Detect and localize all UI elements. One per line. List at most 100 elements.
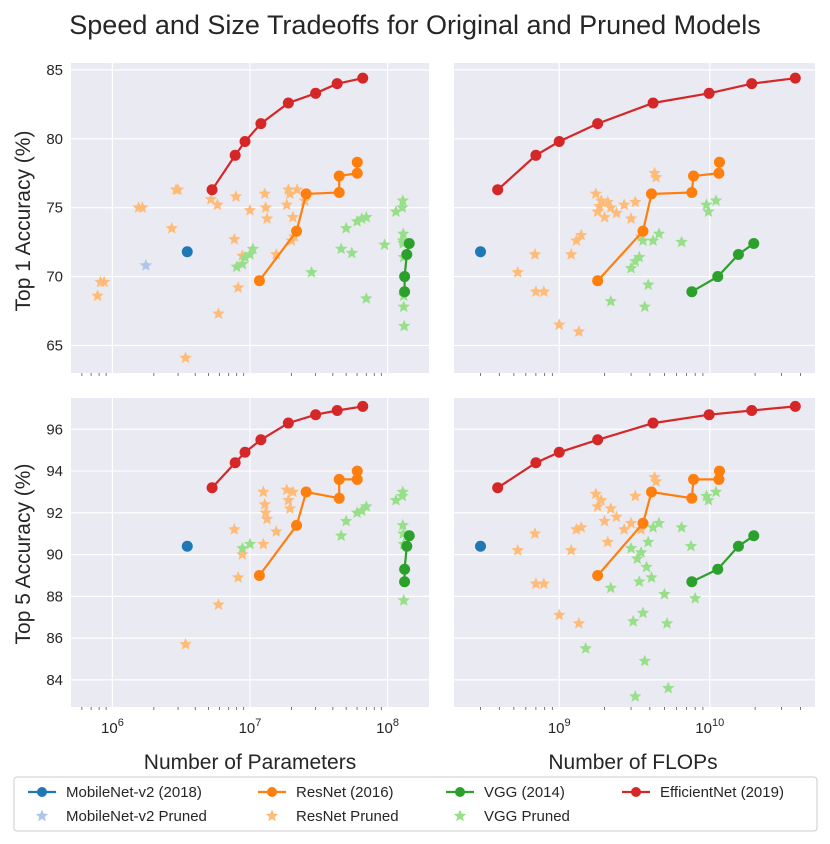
pruned-star-marker bbox=[259, 201, 272, 213]
pruned-star-marker bbox=[360, 210, 373, 223]
pruned-star-marker bbox=[246, 242, 260, 255]
series-dot-marker bbox=[229, 457, 241, 469]
series-dot-marker bbox=[492, 184, 504, 196]
pruned-star-marker bbox=[589, 187, 602, 200]
pruned-star-marker bbox=[179, 637, 192, 650]
pruned-star-marker bbox=[537, 577, 550, 590]
series-dot-marker bbox=[331, 78, 343, 90]
pruned-star-marker bbox=[634, 523, 648, 535]
pruned-star-marker bbox=[636, 234, 650, 246]
series-dot-marker bbox=[291, 519, 303, 531]
x-tick-label: 1010 bbox=[695, 717, 724, 737]
series-dot-marker bbox=[686, 576, 698, 588]
x-tick-label: 109 bbox=[548, 717, 571, 737]
pruned-star-marker bbox=[397, 300, 410, 313]
pruned-star-marker bbox=[604, 294, 617, 307]
pruned-star-marker bbox=[595, 194, 608, 207]
y-tick-label: 85 bbox=[46, 62, 63, 79]
pruned-star-marker bbox=[389, 205, 403, 218]
pruned-star-marker bbox=[591, 205, 604, 218]
legend-label: VGG (2014) bbox=[484, 784, 565, 801]
legend-dot-swatch bbox=[455, 787, 465, 797]
pruned-star-marker bbox=[231, 571, 245, 583]
pruned-star-marker bbox=[624, 261, 638, 274]
series-dot-marker bbox=[351, 156, 363, 168]
pruned-star-marker bbox=[570, 234, 583, 246]
pruned-star-marker bbox=[231, 281, 245, 293]
pruned-star-marker bbox=[228, 232, 241, 245]
series-dot-marker bbox=[686, 286, 698, 298]
pruned-star-marker bbox=[286, 485, 300, 498]
pruned-star-marker bbox=[270, 525, 283, 537]
pruned-star-marker bbox=[236, 257, 249, 270]
pruned-star-marker bbox=[709, 194, 723, 207]
pruned-star-marker bbox=[589, 487, 602, 500]
pruned-star-marker bbox=[165, 221, 178, 234]
pruned-star-marker bbox=[572, 616, 586, 629]
pruned-star-marker bbox=[204, 192, 218, 205]
pruned-star-marker bbox=[339, 221, 353, 234]
y-tick-label: 70 bbox=[46, 269, 63, 286]
series-dot-marker bbox=[331, 405, 343, 417]
pruned-star-marker bbox=[593, 199, 606, 212]
pruned-star-marker bbox=[604, 581, 617, 594]
legend-dot-swatch bbox=[267, 787, 277, 797]
pruned-star-marker bbox=[335, 529, 348, 542]
pruned-star-marker bbox=[634, 546, 648, 558]
legend-dot-swatch bbox=[37, 787, 47, 797]
series-dot-marker bbox=[492, 482, 504, 494]
series-dot-marker bbox=[703, 87, 715, 99]
pruned-star-marker bbox=[258, 497, 271, 510]
pruned-star-marker bbox=[230, 260, 243, 273]
series-dot-marker bbox=[333, 473, 345, 485]
series-dot-marker bbox=[181, 246, 193, 258]
pruned-star-marker bbox=[636, 606, 650, 619]
pruned-star-marker bbox=[638, 654, 651, 667]
series-dot-marker bbox=[206, 482, 218, 494]
series-dot-marker bbox=[746, 78, 758, 90]
pruned-star-marker bbox=[642, 278, 655, 291]
pruned-star-marker bbox=[280, 198, 293, 211]
pruned-star-marker bbox=[646, 234, 660, 246]
pruned-star-marker bbox=[570, 523, 583, 535]
series-dot-marker bbox=[688, 473, 700, 485]
panel-top5-flops: 109 1010 bbox=[454, 398, 815, 737]
series-dot-marker bbox=[399, 576, 411, 588]
pruned-star-marker bbox=[675, 520, 688, 533]
pruned-star-marker bbox=[228, 523, 241, 535]
pruned-star-marker bbox=[335, 242, 348, 255]
series-dot-marker bbox=[333, 492, 345, 504]
pruned-star-marker bbox=[652, 516, 666, 529]
series-dot-marker bbox=[333, 187, 345, 199]
pruned-star-marker bbox=[282, 493, 295, 506]
series-dot-marker bbox=[647, 97, 659, 109]
legend-label: EfficientNet (2019) bbox=[660, 784, 784, 801]
pruned-star-marker bbox=[604, 502, 617, 514]
series-dot-marker bbox=[239, 446, 251, 458]
y-tick-label: 90 bbox=[46, 547, 63, 564]
pruned-star-marker bbox=[171, 183, 185, 196]
series-dot-marker bbox=[686, 492, 698, 504]
legend-frame bbox=[13, 776, 818, 832]
series-dot-marker bbox=[703, 409, 715, 421]
series-dot-marker bbox=[253, 569, 265, 581]
series-line bbox=[403, 243, 411, 292]
pruned-star-marker bbox=[617, 523, 631, 535]
series-dot-marker bbox=[229, 149, 241, 161]
series-dot-marker bbox=[475, 246, 487, 258]
pruned-star-marker bbox=[624, 516, 638, 529]
series-dot-marker bbox=[401, 540, 413, 552]
pruned-star-marker bbox=[257, 537, 270, 550]
pruned-star-marker bbox=[572, 325, 586, 337]
pruned-star-marker bbox=[629, 690, 642, 702]
pruned-star-marker bbox=[360, 292, 373, 304]
pruned-star-marker bbox=[553, 608, 566, 621]
pruned-star-marker bbox=[633, 250, 646, 263]
pruned-star-marker bbox=[575, 228, 588, 241]
series-dot-marker bbox=[181, 540, 193, 552]
y-tick-label: 86 bbox=[46, 630, 63, 647]
series-dot-marker bbox=[592, 118, 604, 130]
pruned-star-marker bbox=[700, 198, 713, 211]
pruned-star-marker bbox=[396, 518, 409, 531]
